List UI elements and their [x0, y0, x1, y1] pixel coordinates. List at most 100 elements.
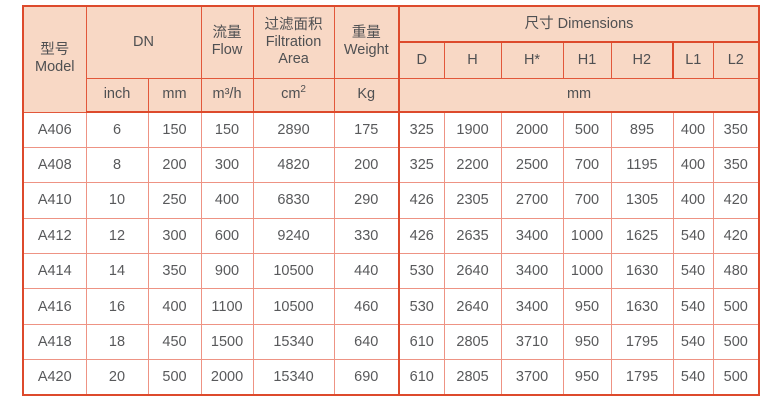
cell-dim-l2: 500	[712, 288, 760, 325]
cell-dn-inch: 8	[85, 146, 149, 184]
cell-dim-l2: 420	[712, 217, 760, 255]
cell-dn-inch: 12	[85, 217, 149, 255]
cell-dim-h1: 950	[562, 359, 612, 396]
cell-filtration-area: 10500	[252, 288, 335, 325]
cell-flow: 300	[200, 146, 254, 184]
cell-filtration-area: 15340	[252, 359, 335, 396]
cell-dim-h1: 950	[562, 323, 612, 361]
header-flow-en: Flow	[211, 42, 243, 59]
cell-dim-h1: 500	[562, 111, 612, 148]
cell-weight: 175	[333, 111, 400, 148]
cell-dim-d: 530	[398, 253, 445, 290]
cell-dim-d: 325	[398, 111, 445, 148]
cell-weight: 690	[333, 359, 400, 396]
header-dim-h: H	[443, 41, 502, 79]
cell-dim-hstar: 3710	[500, 323, 564, 361]
cell-dn-inch: 16	[85, 288, 149, 325]
cell-dim-h: 2200	[443, 146, 502, 184]
cell-weight: 460	[333, 288, 400, 325]
cell-model: A414	[22, 253, 87, 290]
header-dim-d: D	[398, 41, 445, 79]
cell-flow: 900	[200, 253, 254, 290]
cell-filtration-area: 15340	[252, 323, 335, 361]
cell-dim-l2: 350	[712, 146, 760, 184]
cell-dim-d: 426	[398, 182, 445, 219]
cell-dim-d: 325	[398, 146, 445, 184]
cell-dim-h: 2635	[443, 217, 502, 255]
header-filtration-zh: 过滤面积	[264, 16, 323, 33]
cell-dim-h: 2805	[443, 323, 502, 361]
cell-dim-hstar: 3400	[500, 253, 564, 290]
spec-table: 型号 Model DN 流量 Flow 过滤面积 Filtration Area…	[22, 5, 761, 397]
cell-dn-mm: 400	[147, 288, 202, 325]
header-filtration-en2: Area	[278, 50, 309, 67]
cell-dim-l2: 350	[712, 111, 760, 148]
cell-flow: 1500	[200, 323, 254, 361]
cell-dim-h2: 1630	[610, 253, 674, 290]
cell-flow: 1100	[200, 288, 254, 325]
header-dim-l1: L1	[672, 41, 714, 79]
table-row: A410 10 250 400 6830 290 426 2305 2700 7…	[22, 182, 760, 219]
cell-filtration-area: 2890	[252, 111, 335, 148]
cell-dim-l2: 500	[712, 323, 760, 361]
cell-filtration-area: 6830	[252, 182, 335, 219]
cell-dim-d: 610	[398, 359, 445, 396]
cell-dim-hstar: 3700	[500, 359, 564, 396]
cell-dn-mm: 500	[147, 359, 202, 396]
header-unit-area-base: cm	[281, 86, 301, 103]
cell-dim-h: 2640	[443, 288, 502, 325]
cell-dn-inch: 18	[85, 323, 149, 361]
header-dim-h1: H1	[562, 41, 612, 79]
cell-dim-h2: 1630	[610, 288, 674, 325]
cell-dim-l2: 480	[712, 253, 760, 290]
cell-model: A420	[22, 359, 87, 396]
header-model: 型号 Model	[22, 5, 87, 113]
header-weight-zh: 重量	[351, 25, 381, 42]
cell-dim-h2: 1305	[610, 182, 674, 219]
cell-dim-l1: 400	[672, 182, 714, 219]
cell-dim-d: 610	[398, 323, 445, 361]
header-unit-flow: m³/h	[200, 77, 254, 113]
cell-dim-hstar: 2700	[500, 182, 564, 219]
table-body: A406 6 150 150 2890 175 325 1900 2000 50…	[22, 111, 760, 396]
cell-flow: 600	[200, 217, 254, 255]
cell-dim-h1: 1000	[562, 217, 612, 255]
cell-flow: 150	[200, 111, 254, 148]
cell-model: A406	[22, 111, 87, 148]
cell-dim-h1: 1000	[562, 253, 612, 290]
table-row: A420 20 500 2000 15340 690 610 2805 3700…	[22, 359, 760, 396]
cell-flow: 400	[200, 182, 254, 219]
cell-dn-inch: 14	[85, 253, 149, 290]
header-flow: 流量 Flow	[200, 5, 254, 79]
table-row: A406 6 150 150 2890 175 325 1900 2000 50…	[22, 111, 760, 148]
header-weight: 重量 Weight	[333, 5, 400, 79]
cell-dim-hstar: 3400	[500, 217, 564, 255]
table-row: A408 8 200 300 4820 200 325 2200 2500 70…	[22, 146, 760, 184]
cell-dim-l2: 420	[712, 182, 760, 219]
cell-dn-mm: 450	[147, 323, 202, 361]
cell-weight: 200	[333, 146, 400, 184]
header-filtration-en1: Filtration	[265, 33, 322, 50]
cell-dim-h2: 1195	[610, 146, 674, 184]
cell-dim-l1: 540	[672, 253, 714, 290]
header-weight-en: Weight	[343, 42, 389, 59]
header-flow-zh: 流量	[212, 25, 242, 42]
cell-model: A418	[22, 323, 87, 361]
cell-dim-l2: 500	[712, 359, 760, 396]
cell-dim-hstar: 2500	[500, 146, 564, 184]
cell-model: A408	[22, 146, 87, 184]
cell-filtration-area: 9240	[252, 217, 335, 255]
cell-dn-mm: 350	[147, 253, 202, 290]
table-row: A416 16 400 1100 10500 460 530 2640 3400…	[22, 288, 760, 325]
header-model-zh: 型号	[40, 42, 70, 59]
cell-dn-mm: 200	[147, 146, 202, 184]
cell-dim-h1: 700	[562, 146, 612, 184]
cell-flow: 2000	[200, 359, 254, 396]
cell-dn-inch: 6	[85, 111, 149, 148]
table-header: 型号 Model DN 流量 Flow 过滤面积 Filtration Area…	[22, 5, 760, 113]
header-dim-h2: H2	[610, 41, 674, 79]
cell-dim-h2: 1795	[610, 359, 674, 396]
cell-dim-hstar: 3400	[500, 288, 564, 325]
header-dim-hstar: H*	[500, 41, 564, 79]
